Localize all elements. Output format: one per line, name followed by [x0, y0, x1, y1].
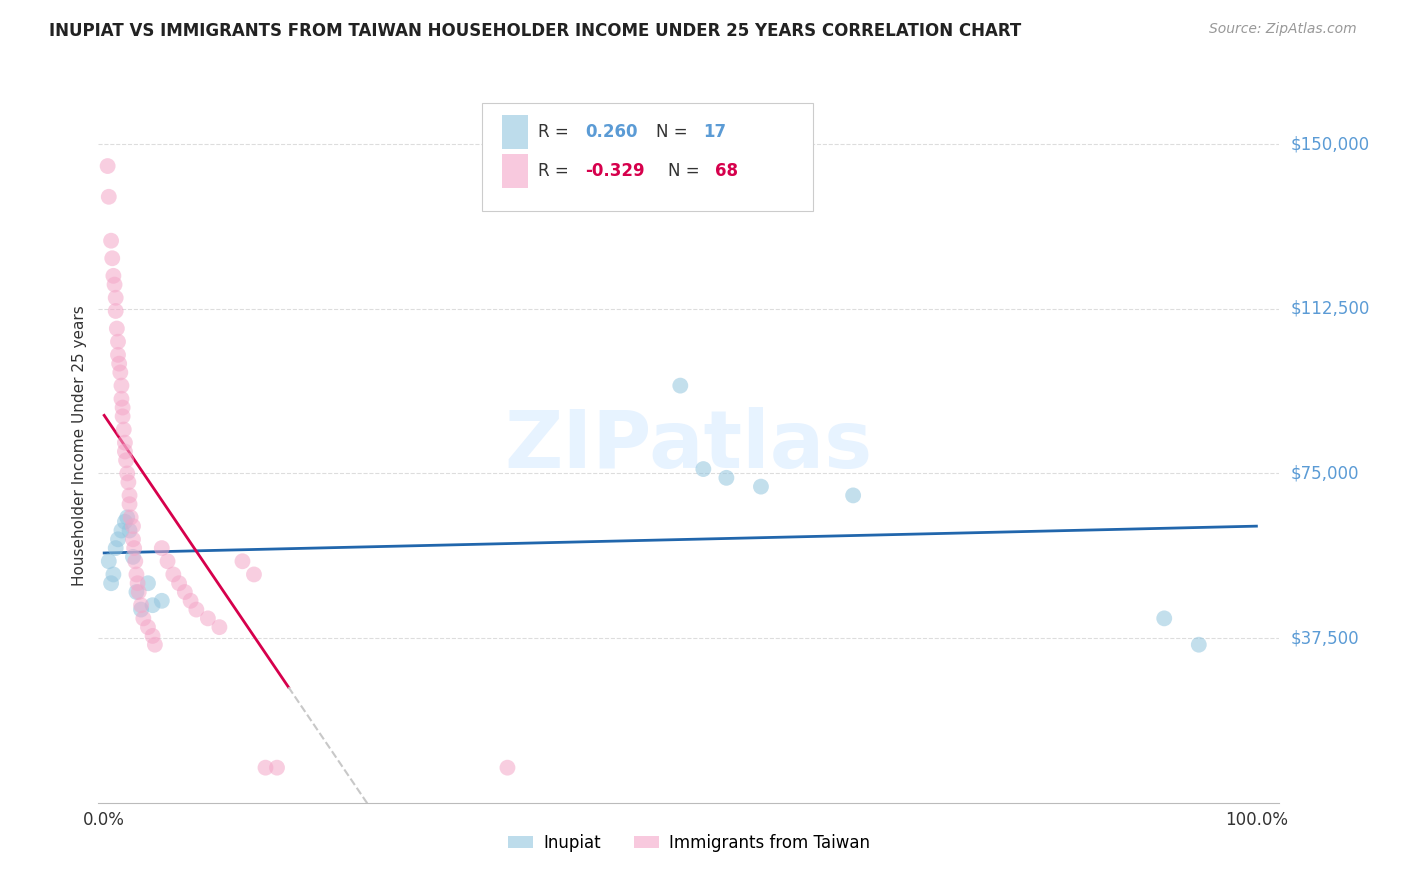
Point: [208, 620, 231, 634]
Point: [180, 594, 202, 608]
Point: [496, 761, 519, 775]
Point: [100, 234, 122, 248]
Point: [107, 533, 129, 547]
Point: [110, 392, 132, 406]
Point: [117, 475, 139, 490]
Text: $150,000: $150,000: [1291, 135, 1369, 153]
Point: [167, 576, 190, 591]
Point: [129, 598, 152, 612]
Point: [749, 480, 772, 494]
Point: [110, 366, 132, 380]
Point: [156, 554, 179, 568]
Legend: Inupiat, Immigrants from Taiwan: Inupiat, Immigrants from Taiwan: [502, 828, 876, 859]
Point: [105, 321, 128, 335]
Point: [110, 524, 132, 538]
Point: [122, 541, 145, 555]
Text: $75,000: $75,000: [1291, 465, 1360, 483]
Text: N =: N =: [655, 123, 693, 141]
Text: R =: R =: [537, 123, 574, 141]
Point: [197, 611, 219, 625]
Point: [266, 761, 288, 775]
Text: R =: R =: [537, 162, 574, 180]
Point: [150, 541, 173, 555]
Point: [107, 334, 129, 349]
Point: [842, 488, 865, 502]
Text: 17: 17: [703, 123, 727, 141]
Point: [111, 401, 134, 415]
Point: [122, 519, 145, 533]
Text: INUPIAT VS IMMIGRANTS FROM TAIWAN HOUSEHOLDER INCOME UNDER 25 YEARS CORRELATION : INUPIAT VS IMMIGRANTS FROM TAIWAN HOUSEH…: [49, 22, 1022, 40]
Point: [114, 515, 136, 529]
Point: [97, 159, 120, 173]
Point: [125, 567, 148, 582]
Point: [103, 268, 125, 283]
Point: [115, 453, 138, 467]
Point: [103, 277, 125, 292]
Point: [115, 510, 138, 524]
FancyBboxPatch shape: [482, 103, 813, 211]
Text: 68: 68: [714, 162, 738, 180]
Point: [129, 602, 152, 616]
Text: N =: N =: [668, 162, 704, 180]
Point: [118, 497, 141, 511]
Text: 0.260: 0.260: [585, 123, 637, 141]
Point: [104, 304, 127, 318]
Point: [136, 620, 159, 634]
Point: [186, 602, 208, 616]
Point: [103, 567, 125, 582]
Point: [104, 541, 127, 555]
Text: $37,500: $37,500: [1291, 629, 1360, 647]
Point: [173, 585, 195, 599]
Text: Source: ZipAtlas.com: Source: ZipAtlas.com: [1209, 22, 1357, 37]
Point: [110, 378, 132, 392]
Bar: [502, 115, 529, 149]
Point: [127, 576, 149, 591]
Text: ZIPatlas: ZIPatlas: [505, 407, 873, 485]
Point: [243, 567, 266, 582]
Point: [114, 444, 136, 458]
Text: -0.329: -0.329: [585, 162, 644, 180]
Point: [122, 533, 145, 547]
Point: [107, 348, 129, 362]
Point: [132, 611, 155, 625]
Point: [101, 252, 124, 266]
Point: [118, 524, 141, 538]
Point: [692, 462, 714, 476]
Point: [254, 761, 277, 775]
Point: [162, 567, 184, 582]
Point: [114, 435, 136, 450]
Point: [100, 576, 122, 591]
Bar: [502, 154, 529, 188]
Point: [150, 594, 173, 608]
Point: [1153, 611, 1175, 625]
Point: [104, 291, 127, 305]
Point: [716, 471, 738, 485]
Point: [122, 549, 145, 564]
Point: [1188, 638, 1211, 652]
Point: [108, 357, 131, 371]
Point: [97, 554, 120, 568]
Point: [115, 467, 138, 481]
Point: [231, 554, 253, 568]
Point: [142, 598, 165, 612]
Point: [125, 585, 148, 599]
Point: [136, 576, 159, 591]
Point: [669, 378, 692, 392]
Point: [128, 585, 150, 599]
Point: [120, 510, 142, 524]
Point: [143, 638, 166, 652]
Point: [97, 190, 120, 204]
Text: $112,500: $112,500: [1291, 300, 1369, 318]
Point: [111, 409, 134, 424]
Y-axis label: Householder Income Under 25 years: Householder Income Under 25 years: [72, 306, 87, 586]
Point: [118, 488, 141, 502]
Point: [142, 629, 165, 643]
Point: [112, 423, 135, 437]
Point: [124, 554, 146, 568]
